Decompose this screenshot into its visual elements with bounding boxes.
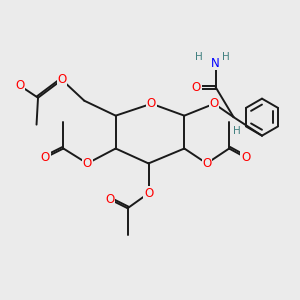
Text: O: O: [192, 81, 201, 94]
Text: H: H: [195, 52, 203, 62]
Text: N: N: [211, 57, 220, 70]
Text: O: O: [202, 157, 212, 170]
Text: O: O: [241, 151, 250, 164]
Text: O: O: [41, 151, 50, 164]
Text: O: O: [144, 187, 153, 200]
Text: O: O: [147, 97, 156, 110]
Text: H: H: [222, 52, 230, 62]
Text: O: O: [210, 97, 219, 110]
Text: O: O: [16, 79, 25, 92]
Text: H: H: [233, 126, 241, 136]
Text: O: O: [105, 193, 114, 206]
Text: O: O: [83, 157, 92, 170]
Text: O: O: [57, 73, 67, 86]
